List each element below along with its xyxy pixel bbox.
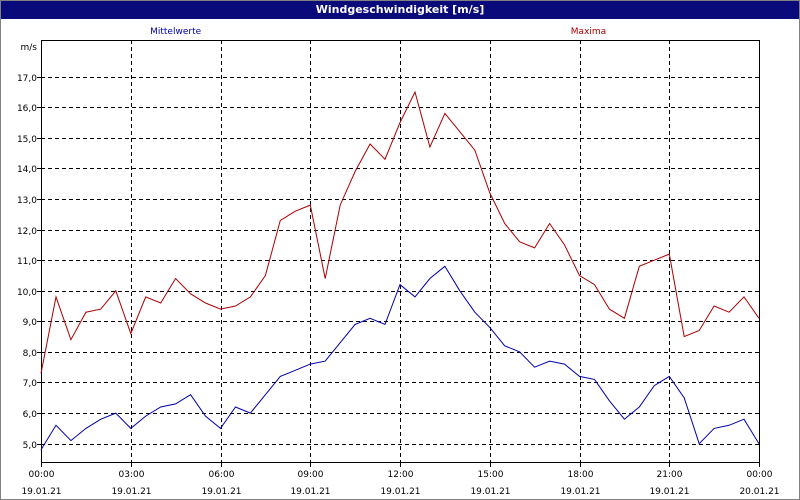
series-line-maxima: [40, 90, 760, 374]
x-tick-label-time: 06:00: [209, 470, 235, 480]
y-tick-label: 10,0: [17, 288, 37, 298]
legend-label-mittelwerte: Mittelwerte: [150, 27, 201, 37]
grid-lines: [41, 40, 759, 462]
x-tick-label-date: 19.01.21: [649, 487, 689, 497]
y-tick-label: 7,0: [23, 379, 38, 389]
x-tick-label-time: 12:00: [388, 470, 414, 480]
x-tick-label-date: 20.01.21: [739, 487, 779, 497]
y-tick-label: 12,0: [17, 227, 37, 237]
y-tick-label: 17,0: [17, 74, 37, 84]
x-tick-label-date: 19.01.21: [111, 487, 151, 497]
series-lines: [40, 90, 760, 451]
y-tick-label: 16,0: [17, 104, 37, 114]
x-tick-label-time: 00:00: [747, 470, 773, 480]
x-tick-label-time: 18:00: [568, 470, 594, 480]
y-tick-label: 8,0: [23, 349, 38, 359]
y-tick-label: 11,0: [17, 257, 37, 267]
window-title: Windgeschwindigkeit [m/s]: [1, 1, 799, 19]
x-tick-label-date: 19.01.21: [470, 487, 510, 497]
x-tick-label-date: 19.01.21: [380, 487, 420, 497]
y-tick-label: 14,0: [17, 165, 37, 175]
x-tick-label-time: 00:00: [29, 470, 55, 480]
y-tick-label: 15,0: [17, 135, 37, 145]
x-tick-label-time: 15:00: [478, 470, 504, 480]
y-axis-unit-label: m/s: [21, 43, 38, 53]
x-tick-label-date: 19.01.21: [290, 487, 330, 497]
wind-speed-chart: 5,0 6,0 7,0 8,0 9,0 10,0 11,0 12,0 13,0 14,0 15,0 1…: [1, 20, 799, 499]
x-tick-label-date: 19.01.21: [201, 487, 241, 497]
legend-label-maxima: Maxima: [571, 27, 606, 37]
y-tick-label: 6,0: [23, 410, 38, 420]
y-tick-label: 13,0: [17, 196, 37, 206]
x-tick-label-date: 19.01.21: [21, 487, 61, 497]
y-tick-label: 9,0: [23, 318, 38, 328]
axes: [37, 40, 760, 467]
x-tick-label-time: 21:00: [657, 470, 683, 480]
x-tick-label-time: 09:00: [298, 470, 324, 480]
series-line-mittelwerte: [40, 265, 760, 451]
x-tick-label-time: 03:00: [119, 470, 145, 480]
labels: 5,0 6,0 7,0 8,0 9,0 10,0 11,0 12,0 13,0 14,0 15,0 1…: [17, 27, 780, 497]
x-tick-label-date: 19.01.21: [560, 487, 600, 497]
y-tick-label: 5,0: [23, 441, 38, 451]
plot-frame: [41, 40, 760, 463]
